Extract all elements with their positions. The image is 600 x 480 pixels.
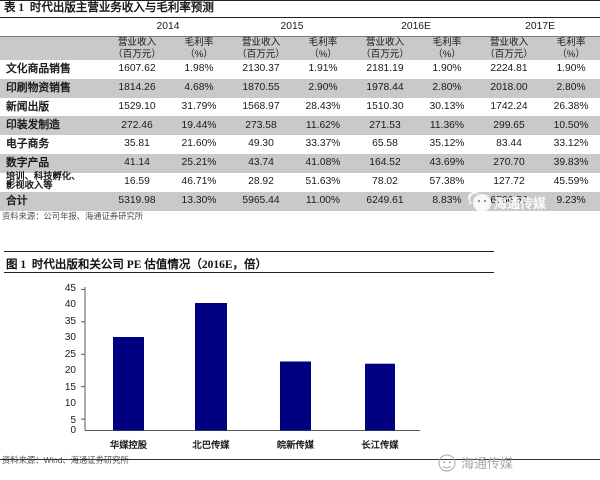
svg-text:海通传媒: 海通传媒 — [461, 456, 513, 471]
svg-text:海通传媒: 海通传媒 — [494, 196, 547, 211]
